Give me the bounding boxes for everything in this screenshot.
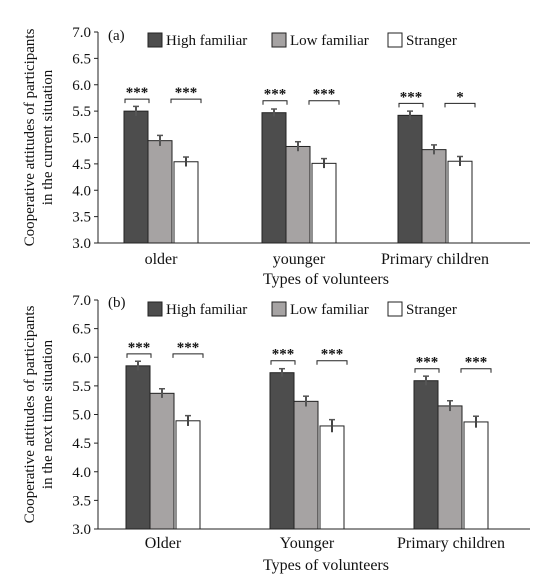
bar — [123, 110, 149, 244]
panel-b: 3.0 3.5 4.0 4.5 5.0 5.5 6.0 6.5 7.0 Cooperative a… — [22, 293, 530, 574]
bar — [261, 112, 287, 244]
significance-bracket — [444, 102, 476, 108]
y-tick-label: 6.0 — [72, 350, 91, 366]
legend-label: Low familiar — [290, 302, 369, 318]
y-tick-label: 4.0 — [72, 183, 91, 199]
bar — [285, 145, 311, 244]
bar — [175, 420, 201, 530]
significance-label: *** — [272, 347, 295, 363]
y-axis-label-line-1: Cooperative attitudes of participants — [22, 28, 38, 246]
legend-swatch — [271, 32, 287, 48]
significance-bracket — [460, 368, 492, 373]
bar — [463, 421, 489, 530]
bar — [173, 161, 199, 244]
significance-bracket — [262, 100, 288, 105]
significance-bracket — [308, 100, 340, 105]
significance-bracket — [398, 102, 424, 108]
legend-label: Low familiar — [290, 33, 369, 49]
bar — [269, 372, 295, 530]
y-tick-label: 6.0 — [72, 78, 91, 94]
significance-bracket — [270, 360, 296, 365]
significance-label: *** — [128, 340, 151, 356]
legend-label: High familiar — [166, 302, 247, 318]
y-tick-label: 4.5 — [72, 157, 91, 173]
x-axis-title: Types of volunteers — [263, 557, 389, 574]
panel-label: (b) — [108, 295, 126, 311]
bar — [319, 425, 345, 530]
bar — [293, 400, 319, 530]
y-tick-label: 4.0 — [72, 465, 91, 481]
significance-bracket — [414, 368, 440, 373]
category-label: Older — [145, 535, 182, 552]
y-tick-label: 4.5 — [72, 436, 91, 452]
y-tick-label: 3.5 — [72, 493, 91, 509]
category-label: older — [145, 251, 179, 268]
y-tick-label: 3.0 — [72, 236, 91, 252]
significance-label: *** — [126, 85, 149, 101]
significance-label: *** — [175, 85, 198, 101]
significance-label: *** — [313, 87, 336, 103]
y-axis-label-line-2: in the next time situation — [40, 339, 56, 489]
bar — [421, 149, 447, 244]
legend-swatch — [271, 301, 287, 317]
significance-bracket — [316, 360, 348, 365]
legend-swatch — [387, 301, 403, 317]
legend-swatch — [147, 32, 163, 48]
significance-label: *** — [416, 355, 439, 371]
y-tick-label: 3.5 — [72, 210, 91, 226]
significance-bracket — [126, 353, 152, 358]
bar — [311, 162, 337, 244]
y-axis-label-line-1: Cooperative attitudes of participants — [22, 305, 38, 523]
category-label: younger — [273, 251, 326, 268]
significance-bracket — [124, 98, 150, 104]
legend-label: Stranger — [406, 302, 457, 318]
significance-label: *** — [400, 89, 423, 105]
y-tick-label: 6.5 — [72, 322, 91, 338]
y-tick-label: 5.5 — [72, 379, 91, 395]
y-tick-label: 5.5 — [72, 104, 91, 120]
x-axis-title: Types of volunteers — [263, 271, 389, 288]
legend-swatch — [147, 301, 163, 317]
significance-label: *** — [264, 87, 287, 103]
y-tick-label: 5.0 — [72, 131, 91, 147]
significance-bracket — [172, 353, 204, 358]
significance-label: *** — [321, 347, 344, 363]
y-tick-label: 3.0 — [72, 522, 91, 538]
y-axis-label-line-2: in the current situation — [40, 69, 56, 205]
significance-label: *** — [177, 340, 200, 356]
y-tick-label: 7.0 — [72, 25, 91, 41]
significance-bracket — [170, 98, 202, 104]
category-label: Younger — [280, 535, 335, 552]
panel-label: (a) — [108, 28, 125, 44]
legend-label: Stranger — [406, 33, 457, 49]
legend-swatch — [387, 32, 403, 48]
bar — [147, 140, 173, 244]
bar — [149, 392, 175, 530]
significance-label: * — [456, 89, 464, 105]
bar — [447, 160, 473, 244]
category-label: Primary children — [381, 251, 489, 268]
y-tick-label: 6.5 — [72, 51, 91, 67]
y-tick-label: 7.0 — [72, 293, 91, 309]
significance-label: *** — [465, 355, 488, 371]
bar — [413, 380, 439, 530]
y-tick-label: 5.0 — [72, 408, 91, 424]
bar — [437, 405, 463, 530]
bar — [397, 114, 423, 244]
panel-a: 3.0 3.5 4.0 4.5 5.0 5.5 6.0 6.5 7.0 Cooperative a… — [22, 25, 530, 288]
legend-label: High familiar — [166, 33, 247, 49]
bar — [125, 365, 151, 530]
category-label: Primary children — [397, 535, 505, 552]
